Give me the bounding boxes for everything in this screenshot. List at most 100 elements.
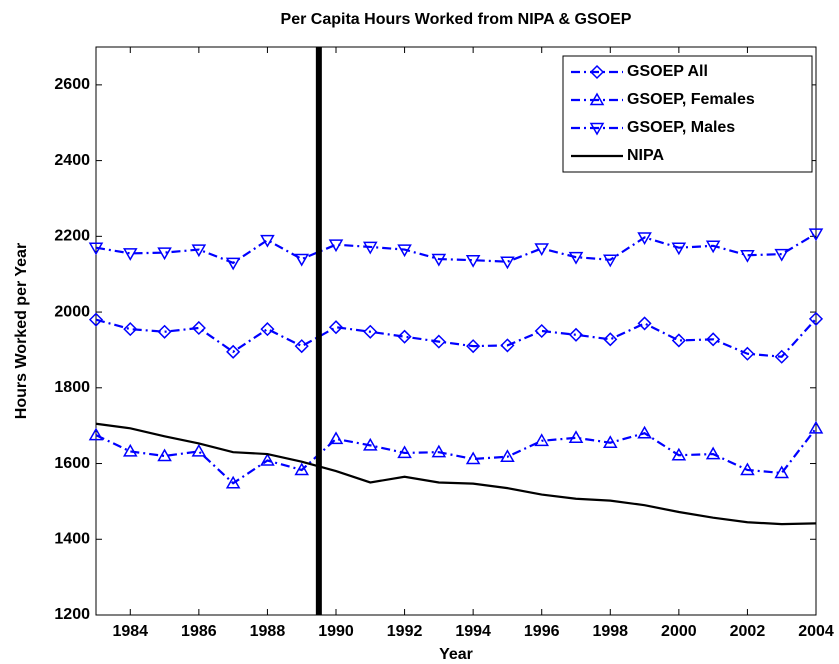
marker [705, 446, 721, 460]
x-tick-label: 2000 [661, 623, 697, 640]
marker [225, 257, 241, 271]
marker [191, 244, 207, 258]
marker [534, 323, 549, 339]
marker [260, 322, 275, 337]
marker [294, 253, 310, 267]
marker [534, 243, 550, 256]
x-tick-label: 2004 [798, 623, 834, 640]
marker [500, 338, 515, 353]
marker [328, 431, 344, 445]
marker [740, 346, 755, 361]
series-line [95, 422, 817, 526]
marker [774, 465, 790, 479]
marker [397, 445, 412, 459]
marker [705, 240, 721, 254]
marker [637, 316, 652, 331]
marker [431, 253, 447, 267]
marker [808, 311, 824, 326]
marker [671, 447, 687, 461]
y-tick-label: 2400 [54, 152, 90, 169]
marker [774, 248, 790, 262]
marker [122, 248, 138, 261]
marker [362, 437, 378, 451]
legend-label: GSOEP All [627, 63, 708, 80]
marker [671, 242, 687, 256]
marker [568, 251, 584, 265]
marker [225, 475, 241, 489]
legend-marker [589, 92, 605, 106]
marker [191, 320, 206, 336]
marker [328, 239, 344, 253]
x-tick-label: 1990 [318, 623, 354, 640]
marker [602, 435, 618, 448]
marker [88, 427, 104, 441]
marker [774, 349, 789, 364]
marker [88, 242, 104, 256]
marker [740, 250, 755, 263]
series-line [95, 318, 817, 358]
series-line [95, 232, 817, 265]
marker [568, 327, 584, 342]
marker [808, 228, 824, 242]
x-axis-label: Year [439, 646, 473, 663]
marker [397, 244, 412, 258]
marker [465, 451, 481, 465]
marker [294, 339, 309, 354]
marker [122, 443, 138, 457]
marker [637, 425, 652, 439]
x-tick-label: 1994 [455, 623, 491, 640]
marker [500, 256, 515, 270]
y-tick-label: 1400 [54, 530, 90, 547]
marker [706, 332, 721, 347]
marker [123, 322, 138, 337]
y-tick-label: 2600 [54, 76, 90, 93]
x-tick-label: 1998 [592, 623, 628, 640]
legend-label: GSOEP, Females [627, 91, 755, 108]
marker [397, 329, 412, 344]
marker [157, 448, 172, 462]
marker [740, 462, 755, 476]
marker [466, 339, 481, 354]
legend: GSOEP All GSOEP, Females GSOEP, Males NIPA [562, 55, 813, 173]
marker [808, 420, 824, 434]
y-tick-label: 1800 [54, 379, 90, 396]
marker [362, 241, 378, 255]
legend-marker [589, 122, 605, 136]
marker [191, 443, 207, 457]
y-axis-label: Hours Worked per Year [13, 243, 30, 419]
x-tick-label: 1996 [524, 623, 560, 640]
legend-marker [589, 64, 605, 80]
marker [602, 254, 618, 268]
series-line [95, 427, 817, 485]
marker [671, 333, 686, 348]
marker [500, 449, 515, 462]
y-tick-label: 2000 [54, 303, 90, 320]
marker [431, 334, 446, 349]
legend-box [562, 55, 813, 173]
marker [637, 232, 652, 245]
y-tick-label: 2200 [54, 228, 90, 245]
x-tick-label: 1984 [112, 623, 148, 640]
y-tick-label: 1600 [54, 455, 90, 472]
x-tick-label: 1988 [250, 623, 286, 640]
marker [294, 462, 310, 476]
marker [363, 324, 378, 339]
y-tick-label: 1200 [54, 606, 90, 623]
legend-label: GSOEP, Males [627, 119, 735, 136]
legend-label: NIPA [627, 147, 664, 164]
marker [260, 234, 275, 248]
marker [328, 320, 344, 335]
marker [157, 247, 172, 261]
marker [431, 444, 447, 458]
marker [260, 452, 275, 466]
x-tick-label: 1986 [181, 623, 217, 640]
marker [88, 312, 104, 327]
chart-title: Per Capita Hours Worked from NIPA & GSOE… [281, 11, 632, 28]
marker [568, 430, 584, 444]
marker [157, 324, 172, 339]
marker [465, 254, 481, 268]
marker [226, 344, 241, 359]
x-tick-label: 2002 [730, 623, 766, 640]
marker [603, 332, 618, 347]
